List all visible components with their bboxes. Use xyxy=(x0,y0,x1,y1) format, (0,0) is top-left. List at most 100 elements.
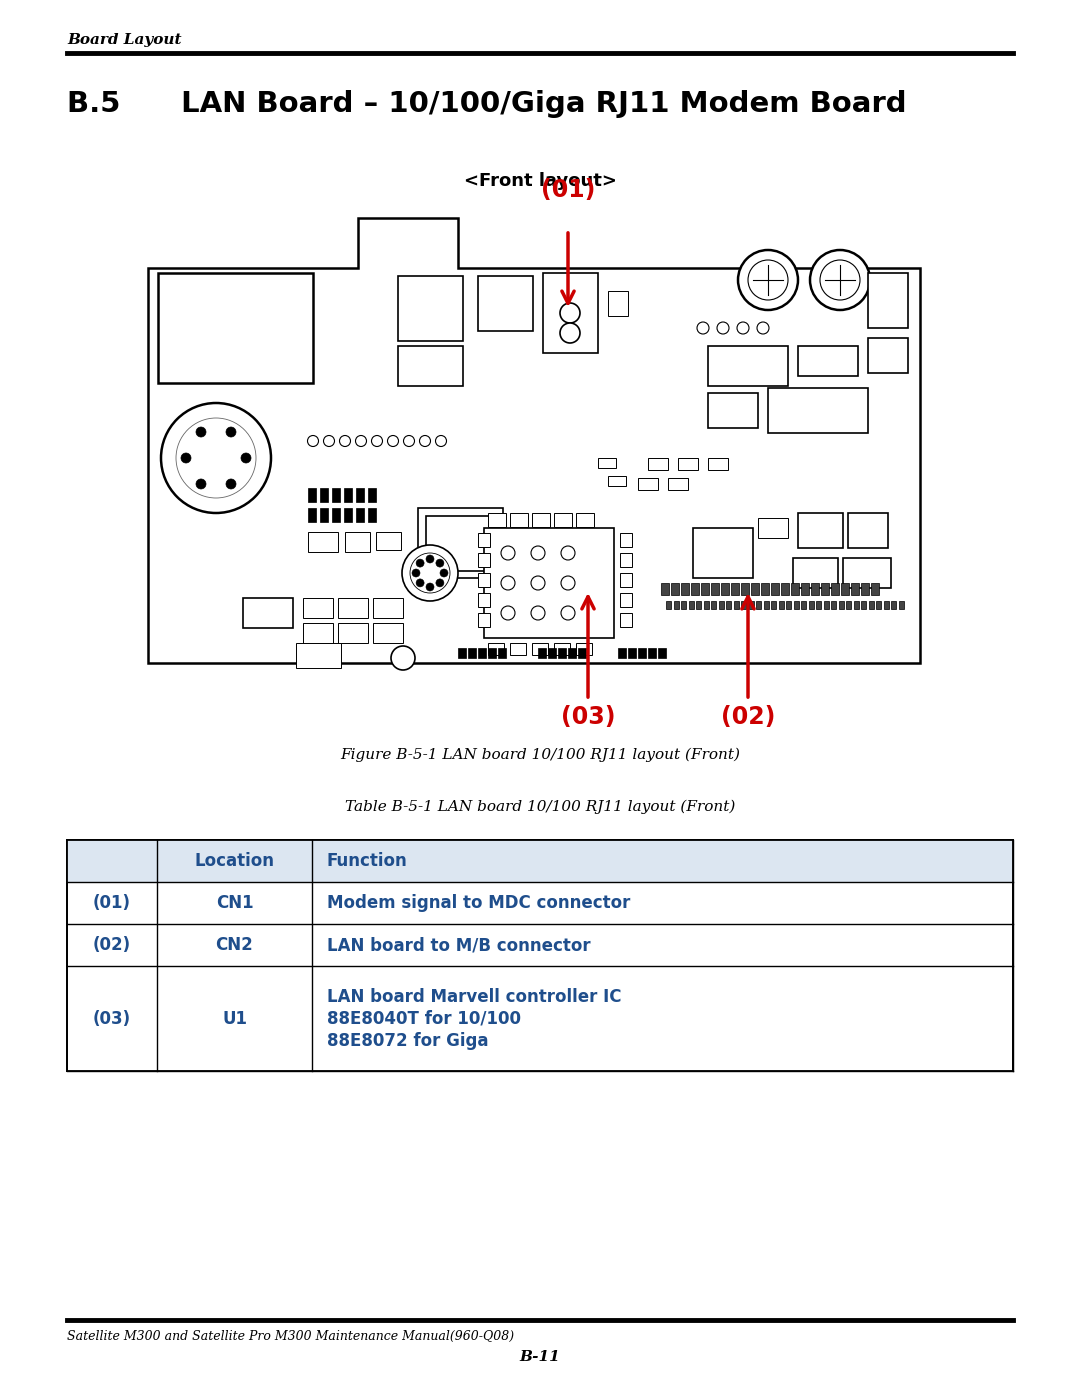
Bar xyxy=(793,557,838,588)
Bar xyxy=(510,643,526,655)
Bar xyxy=(638,478,658,490)
Circle shape xyxy=(411,569,420,577)
Bar xyxy=(841,583,849,595)
Circle shape xyxy=(436,559,444,567)
Bar xyxy=(708,346,788,386)
Circle shape xyxy=(757,321,769,334)
Circle shape xyxy=(404,436,415,447)
Bar xyxy=(711,583,719,595)
Circle shape xyxy=(501,576,515,590)
Bar xyxy=(678,458,698,469)
Bar xyxy=(786,601,791,609)
Bar xyxy=(721,583,729,595)
Bar xyxy=(701,583,708,595)
Bar xyxy=(689,601,693,609)
Bar xyxy=(332,509,340,522)
Text: LAN board to M/B connector: LAN board to M/B connector xyxy=(327,936,591,954)
Bar xyxy=(801,583,809,595)
Text: (02): (02) xyxy=(93,936,131,954)
Bar xyxy=(648,648,656,658)
Bar xyxy=(426,515,496,571)
Circle shape xyxy=(226,479,237,489)
Bar xyxy=(876,601,881,609)
Text: LAN board Marvell controller IC: LAN board Marvell controller IC xyxy=(327,988,621,1006)
Bar xyxy=(338,623,368,643)
Bar xyxy=(578,648,586,658)
Bar xyxy=(158,272,313,383)
Bar xyxy=(681,583,689,595)
Circle shape xyxy=(161,402,271,513)
Bar xyxy=(620,613,632,627)
Bar xyxy=(733,601,739,609)
Text: Figure B-5-1 LAN board 10/100 RJ11 layout (Front): Figure B-5-1 LAN board 10/100 RJ11 layou… xyxy=(340,747,740,763)
Bar xyxy=(861,601,866,609)
Circle shape xyxy=(372,436,382,447)
Bar xyxy=(368,488,376,502)
Bar xyxy=(243,598,293,629)
Bar xyxy=(761,583,769,595)
Bar xyxy=(791,583,799,595)
Circle shape xyxy=(410,553,450,592)
Bar xyxy=(345,488,352,502)
Bar xyxy=(718,601,724,609)
Bar xyxy=(848,513,888,548)
Bar xyxy=(620,592,632,608)
Bar xyxy=(478,592,490,608)
Circle shape xyxy=(388,436,399,447)
Bar xyxy=(538,648,546,658)
Bar xyxy=(811,583,819,595)
Bar xyxy=(809,601,813,609)
Text: 88E8040T for 10/100: 88E8040T for 10/100 xyxy=(327,1010,521,1028)
Text: Modem signal to MDC connector: Modem signal to MDC connector xyxy=(327,894,631,912)
Bar xyxy=(838,601,843,609)
Bar xyxy=(345,509,352,522)
Bar xyxy=(458,648,465,658)
Circle shape xyxy=(435,436,446,447)
Bar xyxy=(696,601,701,609)
Circle shape xyxy=(391,645,415,671)
Circle shape xyxy=(226,427,237,437)
Circle shape xyxy=(195,427,206,437)
Bar xyxy=(399,346,463,386)
Bar xyxy=(627,648,636,658)
Bar xyxy=(771,583,779,595)
Bar xyxy=(356,488,364,502)
Bar xyxy=(731,583,739,595)
Bar xyxy=(332,488,340,502)
Bar xyxy=(846,601,851,609)
Circle shape xyxy=(419,436,431,447)
Bar xyxy=(831,583,839,595)
Bar xyxy=(648,458,669,469)
Text: Location: Location xyxy=(194,852,274,870)
Bar xyxy=(498,648,507,658)
Bar xyxy=(373,623,403,643)
Bar xyxy=(478,277,534,331)
Bar xyxy=(798,346,858,376)
Text: (01): (01) xyxy=(541,177,595,203)
Bar xyxy=(532,643,548,655)
Circle shape xyxy=(181,453,191,462)
Bar xyxy=(771,601,777,609)
Bar xyxy=(674,601,678,609)
Bar xyxy=(764,601,769,609)
Bar xyxy=(669,478,688,490)
Bar xyxy=(608,291,627,316)
Bar xyxy=(781,583,789,595)
Text: CN1: CN1 xyxy=(216,894,254,912)
Bar xyxy=(303,598,333,617)
Bar xyxy=(831,601,836,609)
Circle shape xyxy=(308,436,319,447)
Bar xyxy=(67,840,1013,1071)
Bar xyxy=(620,573,632,587)
Bar xyxy=(67,840,1013,882)
Bar xyxy=(703,601,708,609)
Bar xyxy=(338,598,368,617)
Circle shape xyxy=(440,569,448,577)
Circle shape xyxy=(531,576,545,590)
Bar xyxy=(658,648,666,658)
Circle shape xyxy=(531,546,545,560)
Bar xyxy=(756,601,761,609)
Circle shape xyxy=(416,559,424,567)
Bar xyxy=(468,648,476,658)
Bar xyxy=(671,583,679,595)
